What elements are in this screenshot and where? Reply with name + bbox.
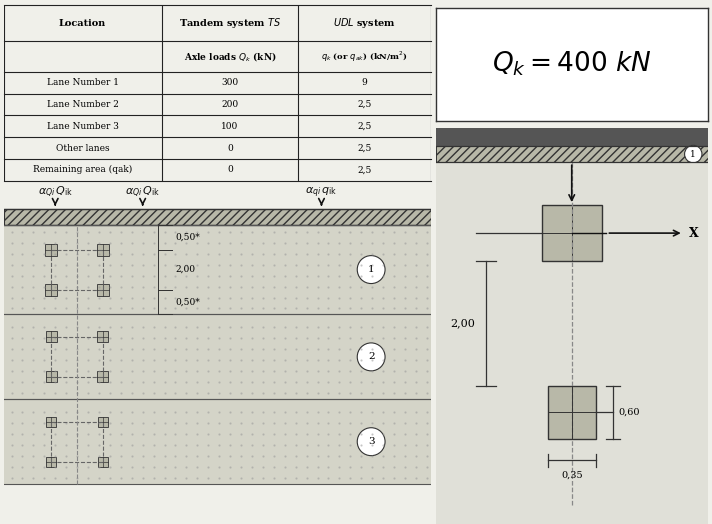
Circle shape [357,256,385,283]
Bar [46,244,57,256]
Text: 1: 1 [368,265,375,274]
Bar [46,417,56,427]
Text: 200: 200 [221,100,239,109]
Text: 2,5: 2,5 [357,144,372,152]
Text: 1: 1 [691,149,696,159]
Text: Axle loads $Q_k$ (kN): Axle loads $Q_k$ (kN) [184,50,276,63]
Circle shape [684,145,702,163]
Bar [436,128,708,146]
Text: Remaining area (qak): Remaining area (qak) [33,166,132,174]
Text: $\alpha_{Qi}\,Q_{\rm ik}$: $\alpha_{Qi}\,Q_{\rm ik}$ [38,185,73,200]
Text: 300: 300 [221,78,239,88]
Text: 100: 100 [221,122,239,131]
Bar [436,146,708,162]
Text: Lane Number 1: Lane Number 1 [46,78,119,88]
Text: X: X [689,226,698,239]
Text: $q_k$ (or $q_{ak}$) (kN/m$^2$): $q_k$ (or $q_{ak}$) (kN/m$^2$) [321,49,408,64]
Text: Tandem system $\it{TS}$: Tandem system $\it{TS}$ [179,16,281,30]
Text: 0: 0 [227,144,233,152]
Text: 0,60: 0,60 [618,408,639,417]
Bar [98,456,108,467]
Bar [46,332,57,342]
Bar [98,332,108,342]
Text: $Q_k = 400\ kN$: $Q_k = 400\ kN$ [492,50,651,79]
Text: Location: Location [59,19,106,28]
Text: 0: 0 [227,166,233,174]
Bar [46,283,57,296]
Bar [46,456,56,467]
Bar [97,244,109,256]
Circle shape [357,343,385,371]
Bar [46,372,57,383]
Bar [4,209,431,225]
Text: $\alpha_{qi}\,q_{\rm ik}$: $\alpha_{qi}\,q_{\rm ik}$ [305,185,337,200]
Text: $\alpha_{Qi}\,Q_{\rm ik}$: $\alpha_{Qi}\,Q_{\rm ik}$ [125,185,160,200]
Bar [4,225,431,314]
Text: 2,00: 2,00 [450,319,475,329]
Text: $\it{UDL}$ system: $\it{UDL}$ system [333,16,396,30]
Text: 9: 9 [362,78,367,88]
Circle shape [357,428,385,456]
Bar [98,417,108,427]
Text: 2,5: 2,5 [357,100,372,109]
Text: Lane Number 3: Lane Number 3 [47,122,118,131]
Text: 2,00: 2,00 [175,265,195,274]
Bar [4,399,431,484]
Text: 2,5: 2,5 [357,122,372,131]
Text: 2: 2 [368,352,375,362]
Text: Other lanes: Other lanes [56,144,110,152]
Bar [548,386,596,439]
Text: 2,5: 2,5 [357,166,372,174]
Text: 0,35: 0,35 [561,470,582,479]
Bar [97,283,109,296]
Bar [98,372,108,383]
Text: Lane Number 2: Lane Number 2 [47,100,118,109]
Text: 0,50*: 0,50* [175,298,200,307]
Bar [542,205,602,261]
Bar [4,314,431,399]
Text: 0,50*: 0,50* [175,233,200,242]
Text: 3: 3 [368,437,375,446]
